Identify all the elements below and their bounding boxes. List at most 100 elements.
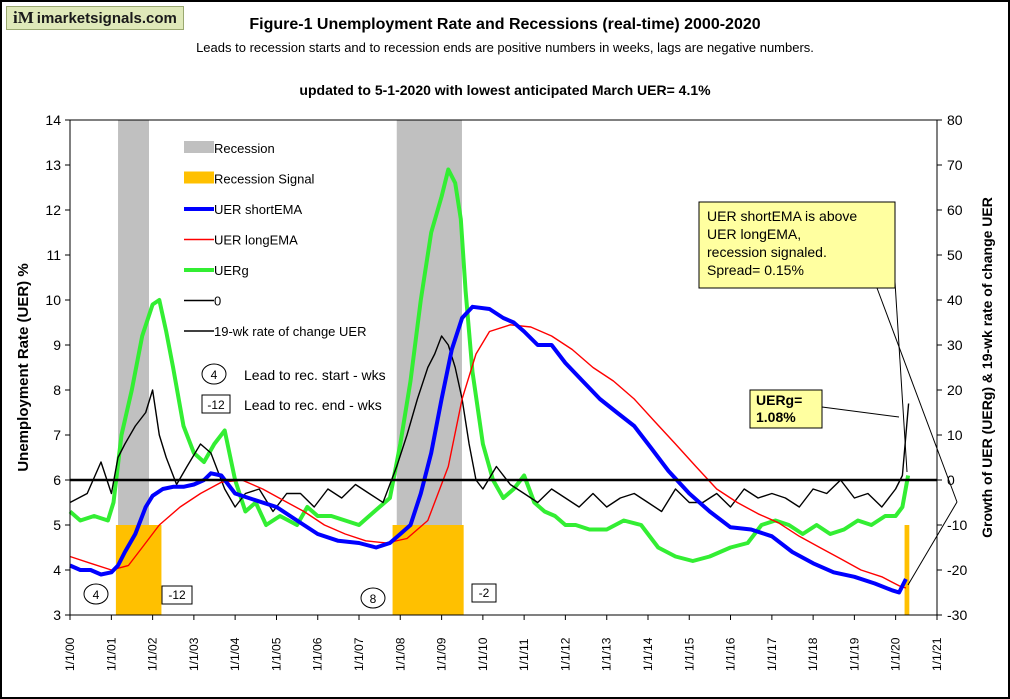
x-tick-label: 1/1/14 [641,637,655,671]
lead-start-example-marker [201,363,227,385]
chart-title: Figure-1 Unemployment Rate and Recession… [249,16,761,33]
y-tick-label: 3 [53,607,61,623]
x-tick-label-group: 1/1/20 [889,637,903,671]
y2-tick-label: 30 [947,337,963,353]
y2-tick-label: 60 [947,202,963,218]
x-tick-label-group: 1/1/02 [146,637,160,671]
y2-axis-label: Growth of UER (UERg) & 19-wk rate of cha… [979,197,995,538]
x-tick-label-group: 1/1/06 [311,637,325,671]
y-tick-label: 7 [53,427,61,443]
uer-shortema-line [69,304,908,595]
x-tick-label: 1/1/04 [228,637,242,671]
y2-tick-label: 20 [947,382,963,398]
x-tick-label-group: 1/1/03 [187,637,201,671]
lead-end-value-2001: -12 [168,588,186,602]
x-tick-label: 1/1/00 [63,637,77,671]
legend-swatch [184,171,214,184]
legend-label: 0 [214,294,221,309]
x-tick-label: 1/1/17 [765,637,779,671]
x-tick-label-group: 1/1/19 [847,637,861,671]
x-tick-label: 1/1/05 [269,637,283,671]
recession-signal-bar [392,525,464,615]
x-tick-label: 1/1/06 [311,637,325,671]
uerg-line [68,167,911,563]
x-tick-label: 1/1/15 [682,637,696,671]
y-tick-label: 10 [45,292,61,308]
lead-end-marker-2001 [161,585,193,605]
signal-callout-line: UER longEMA, [707,226,801,242]
callout-leader [894,281,908,473]
x-tick-label: 1/1/09 [435,637,449,671]
y2-tick-label: 80 [947,112,963,128]
y2-tick-label: 70 [947,157,963,173]
lead-start-value-2001: 4 [93,588,100,602]
y2-tick-label: 50 [947,247,963,263]
plot-border [69,119,938,616]
x-tick-label: 1/1/02 [146,637,160,671]
x-tick-label: 1/1/21 [930,637,944,671]
legend-label: Recession Signal [214,172,315,187]
legend-swatch [184,141,214,153]
uer-longema-line [69,324,907,589]
lead-end-marker-2009 [471,583,497,603]
legend-label: Recession [214,141,275,156]
brand-mark: iM [13,8,34,27]
legend-label: 19-wk rate of change UER [214,324,366,339]
y2-tick-label: 40 [947,292,963,308]
y2-tick-label: -10 [947,517,967,533]
legend-label: UER shortEMA [214,202,302,217]
x-tick-label-group: 1/1/12 [558,637,572,671]
uerg-callout-line: UERg= [756,392,802,408]
y-tick-label: 12 [45,202,61,218]
y-tick-label: 5 [53,517,61,533]
lead-start-marker-2001 [83,583,109,605]
x-tick-label-group: 1/1/04 [228,637,242,671]
lead-end-value-2009: -2 [479,586,490,600]
x-tick-label: 1/1/11 [517,638,531,671]
lead-end-example-marker [201,394,231,414]
roc-19wk-line [69,335,910,513]
x-tick-label: 1/1/18 [806,637,820,671]
x-tick-label: 1/1/20 [889,637,903,671]
x-tick-label-group: 1/1/00 [63,637,77,671]
x-tick-label-group: 1/1/05 [269,637,283,671]
x-tick-label-group: 1/1/11 [517,638,531,671]
brand-name: imarketsignals.com [36,9,177,27]
signal-callout-line: UER shortEMA is above [707,208,857,224]
chart-subtitle: Leads to recession starts and to recessi… [196,40,814,55]
x-tick-label-group: 1/1/01 [104,637,118,671]
x-tick-label-group: 1/1/15 [682,637,696,671]
legend-label: UER longEMA [214,233,298,248]
x-tick-label-group: 1/1/17 [765,637,779,671]
recession-signal-bar [115,525,162,615]
y-tick-label: 4 [53,562,61,578]
brand-logo[interactable]: iM imarketsignals.com [6,6,184,30]
x-tick-label-group: 1/1/14 [641,637,655,671]
x-tick-label-group: 1/1/07 [352,637,366,671]
y-tick-label: 14 [45,112,61,128]
recession-signal-bar [904,525,910,615]
x-tick-label-group: 1/1/21 [930,637,944,671]
x-tick-label-group: 1/1/10 [476,637,490,671]
x-tick-label: 1/1/03 [187,637,201,671]
y-tick-label: 9 [53,337,61,353]
x-tick-label-group: 1/1/13 [600,637,614,671]
signal-callout-line: recession signaled. [707,244,827,260]
update-note: updated to 5-1-2020 with lowest anticipa… [299,82,711,98]
lead-start-marker-2008 [360,587,386,609]
x-tick-label: 1/1/10 [476,637,490,671]
x-tick-label: 1/1/08 [393,637,407,671]
x-tick-label: 1/1/16 [724,637,738,671]
lead-end-legend-text: Lead to rec. end - wks [244,397,382,413]
uerg-callout-box [749,389,823,429]
callout-leader [907,501,958,586]
lead-end-example-value: -12 [207,398,225,412]
lead-start-legend-text: Lead to rec. start - wks [244,367,386,383]
signal-callout-line: Spread= 0.15% [707,262,804,278]
y-axis-label: Unemployment Rate (UER) % [15,263,32,471]
x-tick-label-group: 1/1/08 [393,637,407,671]
x-tick-label: 1/1/19 [847,637,861,671]
y-tick-label: 13 [45,157,61,173]
